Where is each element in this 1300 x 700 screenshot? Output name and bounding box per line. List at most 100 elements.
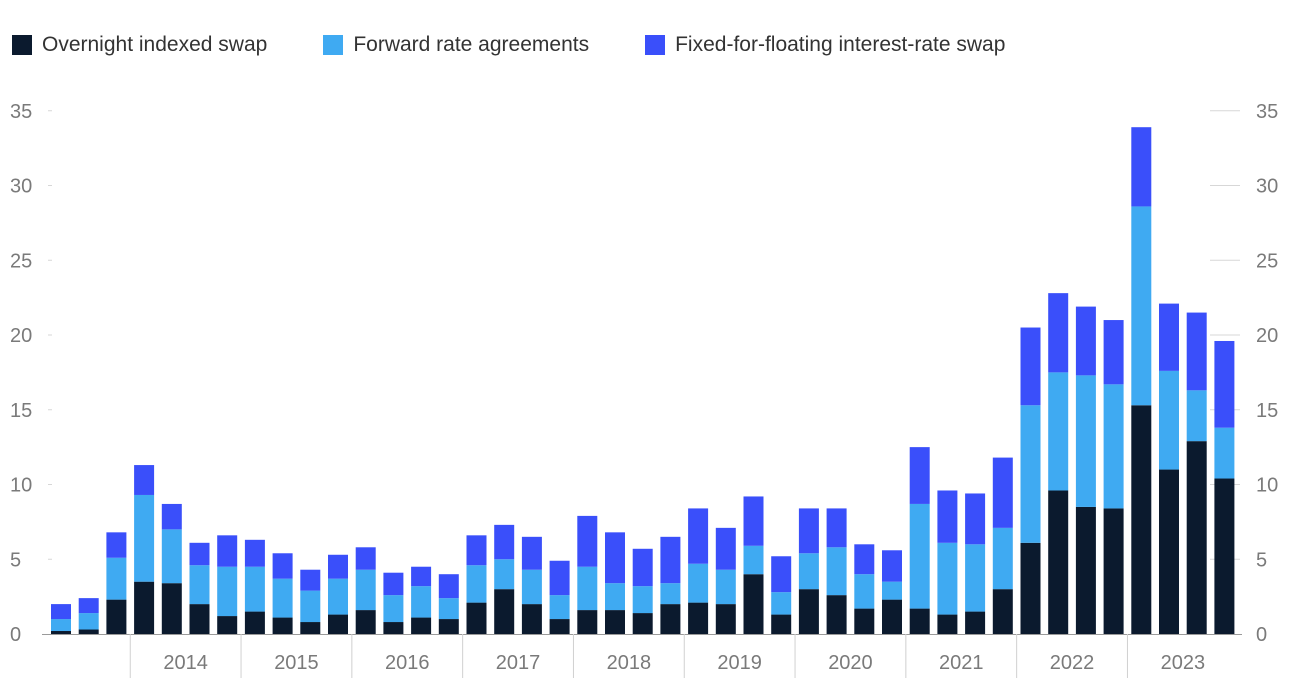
bar-2017-Q2-series-0 xyxy=(494,589,515,634)
y-tick-left-10: 10 xyxy=(10,475,32,497)
bar-2015-Q4-series-2 xyxy=(328,554,348,579)
bar-2014-Q4-series-2 xyxy=(217,535,238,567)
bar-2017-Q1-series-1 xyxy=(466,565,487,603)
x-tick-2016: 2016 xyxy=(385,652,430,674)
bar-2013-Q3-series-1 xyxy=(78,613,99,630)
bar-2013-Q2-series-2 xyxy=(51,604,71,620)
bar-2017-Q2-series-2 xyxy=(494,524,515,560)
x-tick-2021: 2021 xyxy=(939,652,984,674)
bar-2021-Q1-series-2 xyxy=(909,447,930,504)
bar-2015-Q4-series-0 xyxy=(328,614,348,634)
x-tick-2020: 2020 xyxy=(828,652,873,674)
bar-2023-Q2-series-2 xyxy=(1159,303,1179,371)
x-tick-2015: 2015 xyxy=(274,652,319,674)
legend-label-irs: Fixed-for-floating interest-rate swap xyxy=(675,33,1006,56)
bar-2015-Q3-series-0 xyxy=(300,622,321,634)
bar-2020-Q1-series-0 xyxy=(798,589,819,634)
bar-2019-Q1-series-0 xyxy=(688,602,709,634)
bar-2020-Q1-series-2 xyxy=(798,508,819,554)
bar-2022-Q3-series-1 xyxy=(1075,375,1096,507)
bar-2019-Q3-series-1 xyxy=(743,545,764,575)
bar-2018-Q1-series-0 xyxy=(577,610,598,634)
bar-2019-Q3-series-2 xyxy=(743,496,764,546)
bar-2020-Q3-series-2 xyxy=(854,544,875,575)
bar-2016-Q2-series-1 xyxy=(383,595,404,623)
bar-2023-Q4-series-1 xyxy=(1214,427,1235,479)
bar-2013-Q4-series-0 xyxy=(106,599,127,634)
legend-item-irs: Fixed-for-floating interest-rate swap xyxy=(645,33,1005,57)
bar-2018-Q1-series-1 xyxy=(577,566,598,611)
bar-2023-Q4-series-0 xyxy=(1214,478,1235,634)
bar-2017-Q1-series-0 xyxy=(466,602,487,634)
bar-2013-Q2-series-0 xyxy=(51,631,71,634)
bar-2021-Q4-series-2 xyxy=(992,457,1013,528)
bar-2023-Q2-series-0 xyxy=(1159,469,1179,634)
bar-2016-Q3-series-0 xyxy=(411,617,432,634)
bar-2016-Q1-series-0 xyxy=(355,610,376,634)
bar-2022-Q1-series-1 xyxy=(1020,405,1041,543)
x-tick-2019: 2019 xyxy=(717,652,762,674)
bar-2021-Q4-series-0 xyxy=(992,589,1013,634)
bar-2014-Q3-series-1 xyxy=(189,565,210,605)
bar-2022-Q4-series-2 xyxy=(1103,320,1124,385)
bar-2021-Q3-series-1 xyxy=(965,544,986,612)
bar-2014-Q2-series-0 xyxy=(161,583,182,634)
bar-2023-Q3-series-0 xyxy=(1186,441,1207,634)
bar-2014-Q4-series-0 xyxy=(217,616,238,634)
y-tick-left-15: 15 xyxy=(10,400,32,422)
bar-2016-Q2-series-0 xyxy=(383,622,404,634)
y-tick-left-30: 30 xyxy=(10,176,32,198)
bar-2017-Q3-series-0 xyxy=(521,604,542,634)
bar-2023-Q1-series-1 xyxy=(1131,206,1152,406)
bar-2023-Q2-series-1 xyxy=(1159,370,1179,470)
bar-2016-Q3-series-1 xyxy=(411,586,432,618)
bar-2020-Q3-series-1 xyxy=(854,574,875,609)
bar-2016-Q3-series-2 xyxy=(411,566,432,587)
bar-2019-Q2-series-1 xyxy=(715,569,736,605)
bar-2019-Q4-series-1 xyxy=(771,592,792,615)
bar-2023-Q4-series-2 xyxy=(1214,340,1235,428)
bar-2018-Q2-series-0 xyxy=(605,610,625,634)
legend-swatch-fra xyxy=(323,35,344,55)
bar-2014-Q1-series-2 xyxy=(134,465,155,495)
bar-2014-Q1-series-1 xyxy=(134,494,155,582)
bar-2019-Q4-series-0 xyxy=(771,614,792,634)
bar-2018-Q3-series-1 xyxy=(632,586,653,614)
x-tick-2014: 2014 xyxy=(163,652,208,674)
bar-2014-Q2-series-2 xyxy=(161,503,182,530)
x-tick-2022: 2022 xyxy=(1050,652,1095,674)
bar-2020-Q2-series-2 xyxy=(826,508,847,548)
bar-2015-Q1-series-2 xyxy=(244,539,265,567)
bar-2019-Q2-series-2 xyxy=(715,527,736,570)
bar-2017-Q1-series-2 xyxy=(466,535,487,566)
y-tick-left-0: 0 xyxy=(10,624,21,646)
y-tick-right-5: 5 xyxy=(1256,549,1267,571)
legend-label-ois: Overnight indexed swap xyxy=(42,33,268,56)
bar-2022-Q1-series-2 xyxy=(1020,327,1041,406)
x-tick-2018: 2018 xyxy=(607,652,652,674)
bar-2021-Q3-series-0 xyxy=(965,611,986,634)
bar-2022-Q4-series-0 xyxy=(1103,508,1124,634)
bar-2013-Q3-series-0 xyxy=(78,629,99,634)
bar-2021-Q2-series-1 xyxy=(937,542,958,615)
bar-2014-Q1-series-0 xyxy=(134,581,155,634)
bar-2013-Q4-series-2 xyxy=(106,532,127,558)
bar-2017-Q4-series-1 xyxy=(549,595,570,620)
bar-2021-Q4-series-1 xyxy=(992,527,1013,590)
bar-2022-Q3-series-0 xyxy=(1075,506,1096,634)
bar-2015-Q4-series-1 xyxy=(328,578,348,615)
bar-2020-Q4-series-2 xyxy=(882,550,902,582)
bar-2019-Q2-series-0 xyxy=(715,604,736,634)
y-tick-left-25: 25 xyxy=(10,250,32,272)
bar-2022-Q3-series-2 xyxy=(1075,306,1096,376)
x-tick-2023: 2023 xyxy=(1161,652,1206,674)
bar-2021-Q2-series-0 xyxy=(937,614,958,634)
bar-2013-Q4-series-1 xyxy=(106,557,127,600)
bar-2022-Q2-series-1 xyxy=(1048,372,1069,491)
bar-2013-Q2-series-1 xyxy=(51,619,71,632)
bar-2014-Q3-series-0 xyxy=(189,604,210,634)
legend-label-fra: Forward rate agreements xyxy=(353,33,590,56)
bar-2017-Q3-series-2 xyxy=(521,536,542,570)
bar-2020-Q3-series-0 xyxy=(854,608,875,634)
